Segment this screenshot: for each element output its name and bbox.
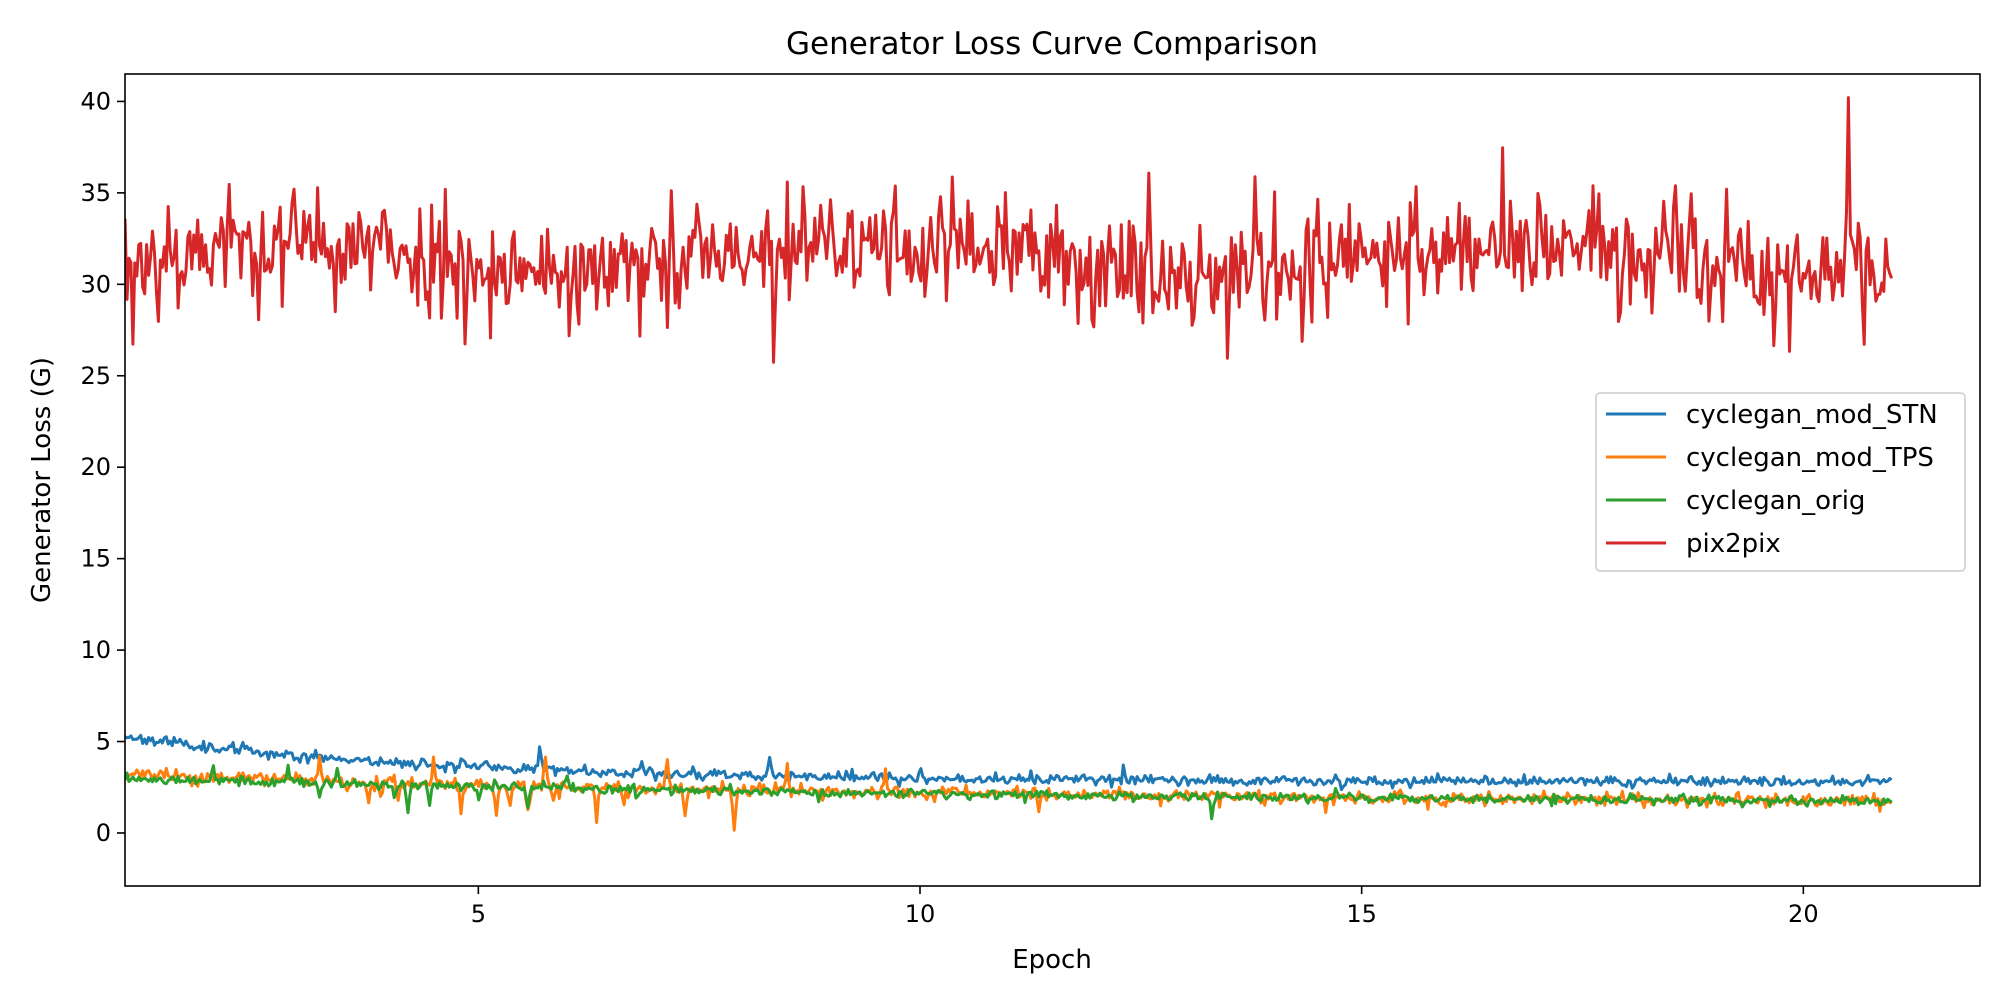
legend-label: cyclegan_orig xyxy=(1686,486,1865,516)
y-tick-label: 30 xyxy=(80,270,111,298)
y-tick-label: 40 xyxy=(80,87,111,115)
y-tick-label: 5 xyxy=(96,728,111,756)
series-line-pix2pix xyxy=(125,96,1894,364)
x-axis-label: Epoch xyxy=(1012,945,1092,975)
legend-box xyxy=(1595,392,1966,572)
y-tick-label: 25 xyxy=(80,362,111,390)
plot-frame xyxy=(124,73,1981,887)
series-line-cyclegan_mod_STN xyxy=(125,733,1893,792)
x-tick-label: 15 xyxy=(1346,900,1377,928)
x-tick-label: 10 xyxy=(905,900,936,928)
legend-label: cyclegan_mod_STN xyxy=(1686,400,1938,430)
x-axis: 5 10 15 20 xyxy=(471,886,1819,928)
y-tick-label: 20 xyxy=(80,453,111,481)
y-tick-label: 15 xyxy=(80,545,111,573)
chart-title: Generator Loss Curve Comparison xyxy=(786,26,1318,62)
series-line-cyclegan_orig xyxy=(125,763,1893,821)
y-tick-label: 10 xyxy=(80,636,111,664)
y-axis-label: Generator Loss (G) xyxy=(27,357,57,603)
x-tick-label: 20 xyxy=(1788,900,1819,928)
y-tick-label: 0 xyxy=(96,819,111,847)
legend-label: pix2pix xyxy=(1686,529,1781,559)
x-tick-label: 5 xyxy=(471,900,486,928)
y-axis: 0 5 10 15 20 25 30 35 40 xyxy=(80,87,125,847)
y-tick-label: 35 xyxy=(80,179,111,207)
legend-label: cyclegan_mod_TPS xyxy=(1686,443,1934,473)
series-layer xyxy=(125,96,1894,832)
legend: cyclegan_mod_STN cyclegan_mod_TPS cyclegan… xyxy=(1595,392,1966,572)
